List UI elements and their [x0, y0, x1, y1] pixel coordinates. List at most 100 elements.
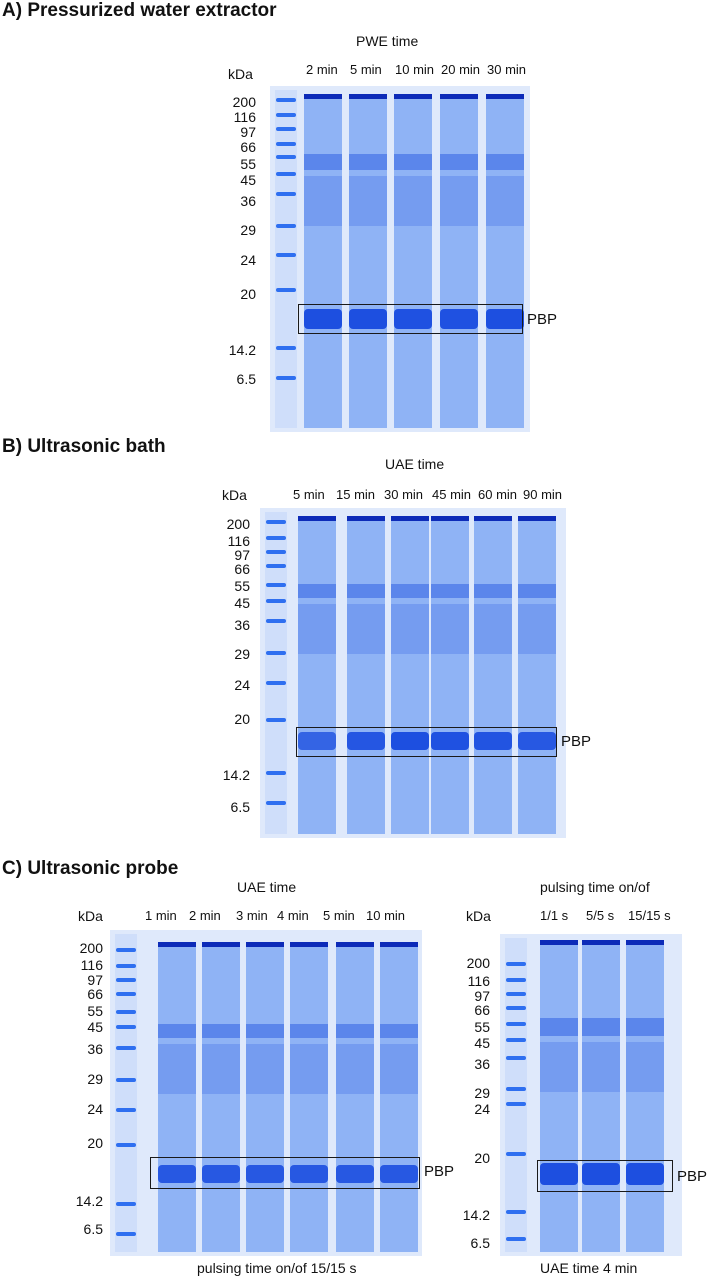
- protein-band-smear: [349, 176, 387, 226]
- well-band: [349, 94, 387, 99]
- ladder-band: [266, 619, 286, 623]
- ladder-band: [266, 801, 286, 805]
- protein-band-smear: [474, 604, 512, 654]
- ladder-band: [266, 651, 286, 655]
- ladder-band: [266, 681, 286, 685]
- pbp-band: [582, 1163, 620, 1185]
- protein-band-55kda: [431, 584, 469, 598]
- protein-band-55kda: [347, 584, 385, 598]
- panel-a-marker: 55: [240, 156, 256, 172]
- ladder-band: [276, 376, 296, 380]
- panel-c-right-marker: 66: [474, 1002, 490, 1018]
- pbp-band: [440, 309, 478, 329]
- panel-c-right-caption: pulsing time on/of: [540, 879, 650, 895]
- panel-c-left-marker: 14.2: [75, 1193, 103, 1209]
- panel-b-lane-label: 90 min: [523, 487, 563, 502]
- pbp-band: [336, 1165, 374, 1183]
- panel-c-right-lane-label: 1/1 s: [540, 908, 569, 923]
- sample-lane: [486, 94, 524, 428]
- ladder-band: [506, 1102, 526, 1106]
- ladder-band: [116, 978, 136, 982]
- ladder-band: [276, 98, 296, 102]
- panel-c-left-kda-label: kDa: [78, 908, 103, 924]
- pbp-band: [347, 732, 385, 750]
- ladder-lane: [505, 938, 527, 1252]
- sample-lane: [440, 94, 478, 428]
- sample-lane: [290, 942, 328, 1252]
- panel-a-marker: 45: [240, 172, 256, 188]
- protein-band-smear: [158, 1044, 196, 1094]
- protein-band-smear: [431, 604, 469, 654]
- panel-b-marker: 29: [234, 646, 250, 662]
- ladder-band: [116, 1025, 136, 1029]
- panel-a-marker: 6.5: [236, 371, 256, 387]
- panel-c-right-marker: 6.5: [470, 1235, 490, 1251]
- ladder-band: [116, 1232, 136, 1236]
- well-band: [582, 940, 620, 945]
- panel-c-left-gel: [110, 930, 422, 1256]
- sample-lane: [336, 942, 374, 1252]
- ladder-band: [506, 1056, 526, 1060]
- panel-c-right-marker: 97: [474, 988, 490, 1004]
- panel-c-left-marker: 200: [79, 940, 103, 956]
- ladder-band: [276, 224, 296, 228]
- panel-c-right-marker: 36: [474, 1056, 490, 1072]
- pbp-band: [394, 309, 432, 329]
- ladder-band: [266, 599, 286, 603]
- panel-b-kda-label: kDa: [222, 487, 247, 503]
- protein-band-55kda: [394, 154, 432, 170]
- protein-band-55kda: [474, 584, 512, 598]
- panel-b-marker: 116: [227, 533, 250, 549]
- well-band: [626, 940, 664, 945]
- ladder-band: [266, 550, 286, 554]
- pbp-band: [391, 732, 429, 750]
- protein-band-smear: [486, 176, 524, 226]
- panel-b-lane-label: 5 min: [293, 487, 325, 502]
- ladder-band: [506, 1006, 526, 1010]
- ladder-band: [506, 1210, 526, 1214]
- protein-band-smear: [540, 1042, 578, 1092]
- ladder-band: [116, 948, 136, 952]
- panel-b-pbp-box: [296, 727, 557, 757]
- pbp-band: [431, 732, 469, 750]
- pbp-band: [486, 309, 524, 329]
- pbp-band: [202, 1165, 240, 1183]
- panel-b-marker: 14.2: [222, 767, 250, 783]
- panel-c-left-marker: 36: [87, 1041, 103, 1057]
- well-band: [474, 516, 512, 521]
- panel-a-lane-label: 2 min: [306, 62, 338, 77]
- panel-c-left-pbp-label: PBP: [424, 1163, 455, 1180]
- protein-band-55kda: [336, 1024, 374, 1038]
- pbp-band: [626, 1163, 664, 1185]
- panel-b-lane-label: 60 min: [478, 487, 518, 502]
- protein-band-55kda: [391, 584, 429, 598]
- protein-band-55kda: [246, 1024, 284, 1038]
- panel-c-left-marker: 97: [87, 972, 103, 988]
- protein-band-smear: [202, 1044, 240, 1094]
- well-band: [246, 942, 284, 947]
- panel-c-right-marker: 55: [474, 1019, 490, 1035]
- panel-a-lane-label: 5 min: [350, 62, 382, 77]
- protein-band-55kda: [380, 1024, 418, 1038]
- panel-a-marker: 116: [233, 109, 256, 125]
- sample-lane: [202, 942, 240, 1252]
- protein-band-smear: [626, 1042, 664, 1092]
- panel-a-caption: PWE time: [356, 33, 419, 49]
- panel-b-marker: 6.5: [230, 799, 250, 815]
- panel-b-marker: 36: [234, 617, 250, 633]
- panel-b-marker: 45: [234, 595, 250, 611]
- ladder-band: [276, 253, 296, 257]
- pbp-band: [298, 732, 336, 750]
- protein-band-55kda: [202, 1024, 240, 1038]
- panel-c-right-marker: 116: [467, 973, 490, 989]
- protein-band-55kda: [540, 1018, 578, 1036]
- panel-a-lane-label: 10 min: [395, 62, 435, 77]
- well-band: [202, 942, 240, 947]
- panel-a-marker: 14.2: [228, 342, 256, 358]
- panel-c-left-marker: 116: [80, 957, 103, 973]
- panel-a-marker: 97: [240, 124, 256, 140]
- panel-c-left-caption: UAE time: [237, 879, 297, 895]
- panel-a-marker: 29: [240, 222, 256, 238]
- sample-lane: [540, 940, 578, 1252]
- protein-band-55kda: [349, 154, 387, 170]
